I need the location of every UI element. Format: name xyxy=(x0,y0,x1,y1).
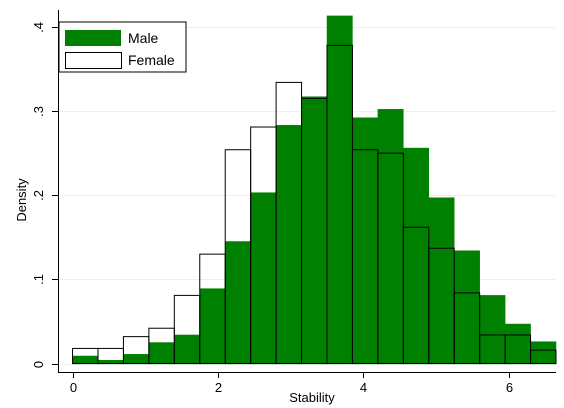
bar-male xyxy=(352,117,379,364)
y-tick-label: .1 xyxy=(31,274,46,285)
bar-male xyxy=(479,295,506,364)
bar-male xyxy=(123,354,150,364)
x-tick-label: 4 xyxy=(360,380,367,395)
bar-male xyxy=(174,334,201,364)
y-tick-label: .3 xyxy=(31,106,46,117)
x-axis-title: Stability xyxy=(289,390,335,405)
bar-female xyxy=(504,334,532,365)
bar-male xyxy=(377,109,404,364)
bar-female xyxy=(530,349,557,365)
legend-label-male: Male xyxy=(128,30,159,46)
bar-male xyxy=(453,250,480,364)
bar-male xyxy=(72,355,99,364)
x-tick-label: 0 xyxy=(70,380,77,395)
bar-male xyxy=(199,288,226,364)
legend: Male Female xyxy=(58,21,187,73)
y-tick-label: .2 xyxy=(31,190,46,201)
y-tick-label: 0 xyxy=(31,361,46,368)
bar-female xyxy=(453,292,481,365)
y-axis-title: Density xyxy=(14,178,29,222)
bar-male xyxy=(326,15,353,364)
legend-label-female: Female xyxy=(128,52,175,68)
bar-male xyxy=(403,147,430,364)
bar-male xyxy=(530,341,557,364)
bar-male xyxy=(428,197,455,364)
bar-male xyxy=(148,342,175,364)
bar-male xyxy=(504,323,531,364)
x-tick-label: 2 xyxy=(215,380,222,395)
legend-swatch-male xyxy=(65,30,121,46)
bar-male xyxy=(97,359,124,364)
x-tick-label: 6 xyxy=(506,380,513,395)
bars xyxy=(72,15,557,365)
y-tick-label: .4 xyxy=(31,22,46,33)
bar-male xyxy=(275,125,302,364)
legend-swatch-female xyxy=(65,52,122,69)
bar-male xyxy=(224,241,251,364)
bar-male xyxy=(301,96,328,364)
bar-male xyxy=(250,192,277,364)
